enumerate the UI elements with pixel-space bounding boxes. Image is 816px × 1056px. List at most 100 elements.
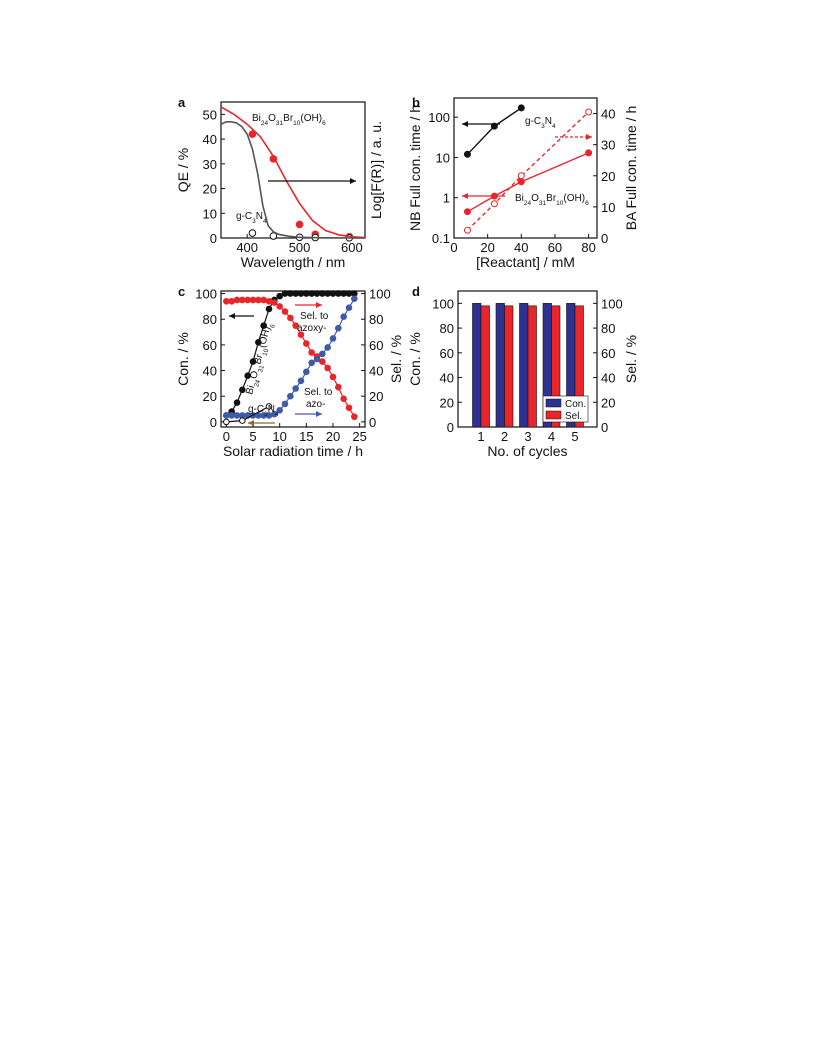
y-tick-label-left-c: 0 (210, 415, 217, 430)
formula-part: g-C (236, 211, 252, 222)
y-tick-label-right-c: 40 (369, 364, 383, 379)
x-tick-label-d: 4 (548, 429, 555, 444)
data-point-c (223, 412, 230, 419)
y-tick-label-right-b: 40 (601, 107, 615, 122)
arrow-to-right-axis-red-c-head (316, 302, 322, 308)
data-point-c (329, 290, 337, 297)
series-label-red-c1: Sel. to (300, 311, 329, 322)
data-point-c (249, 296, 257, 304)
data-point-c (303, 290, 310, 297)
data-point-c (303, 368, 310, 376)
y-tick-label-right-d: 60 (601, 346, 615, 361)
data-point-c (345, 404, 353, 412)
x-tick-label-c: 10 (272, 429, 286, 444)
panel-c-frame (220, 290, 366, 428)
data-point-a (295, 220, 304, 229)
data-point-c (292, 322, 299, 329)
y-tick-label-right-c: 20 (369, 389, 383, 404)
data-point-c (281, 290, 289, 297)
x-tick-label-d: 2 (501, 429, 508, 444)
bar-sel (527, 305, 537, 428)
formula-part: N (268, 404, 275, 415)
y-axis-title-right-d: Sel. / % (623, 335, 639, 383)
formula-part: O (248, 370, 261, 381)
data-point-c (308, 359, 315, 367)
panel-a-frame (220, 101, 366, 239)
x-tick-label-a: 500 (289, 240, 311, 255)
formula-part: (OH) (563, 193, 585, 204)
data-point-c (287, 392, 294, 400)
legend-label-d: Sel. (565, 411, 582, 422)
y-tick-label-right-b: 30 (601, 138, 615, 153)
arrow-to-right-axis-b-head (586, 134, 592, 140)
x-tick-label-b: 80 (581, 240, 595, 255)
formula-part: (OH) (300, 113, 322, 124)
x-axis-title-b: [Reactant] / mM (476, 254, 575, 270)
data-point-c (340, 290, 347, 297)
data-point-c (292, 290, 299, 297)
y-axis-title-left-d: Con. / % (407, 332, 423, 386)
data-point-c (276, 303, 283, 310)
formula-part: 24 (253, 379, 262, 388)
data-point-b (463, 208, 471, 216)
formula-part: Bi (515, 193, 524, 204)
series-label-bi-b: Bi24O31Br10(OH)6 (515, 193, 589, 207)
data-point-b (463, 150, 471, 158)
formula-part: N (545, 116, 552, 127)
formula-part: 6 (585, 200, 589, 207)
formula-part: 4 (263, 218, 267, 225)
data-point-c (340, 395, 347, 403)
formula-part: 3 (252, 218, 256, 225)
data-point-c (303, 340, 310, 347)
data-point-c (287, 314, 294, 322)
data-point-c (233, 412, 241, 419)
data-point-c (345, 304, 353, 311)
y-tick-label-right-d: 0 (601, 420, 608, 435)
arrow-to-left-axis-b-head (462, 121, 468, 127)
x-tick-label-c: 20 (326, 429, 340, 444)
data-point-a (248, 130, 257, 138)
data-point-c (329, 335, 337, 342)
y-tick-label-right-c: 100 (369, 287, 391, 302)
data-point-c (271, 410, 278, 418)
y-tick-label-left-d: 80 (440, 321, 454, 336)
y-tick-label-left-d: 100 (432, 296, 454, 311)
x-tick-label-c: 5 (249, 429, 256, 444)
y-tick-label-left-c: 80 (203, 312, 217, 327)
y-tick-label-right-d: 40 (601, 371, 615, 386)
x-tick-label-a: 400 (236, 240, 258, 255)
series-label-blue-c2: azo- (306, 399, 325, 410)
x-tick-label-b: 0 (450, 240, 457, 255)
data-point-c (255, 339, 262, 346)
x-tick-label-d: 3 (524, 429, 531, 444)
data-point-a (269, 232, 278, 240)
y-tick-label-left-b: 100 (428, 110, 450, 125)
arrow-to-left-axis-gcn-c-head (248, 420, 254, 426)
formula-part: Bi (244, 384, 257, 395)
formula-part: N (256, 211, 263, 222)
series-label-gcn-c: g-C3N4 (248, 404, 279, 418)
y-tick-label-a: 50 (203, 107, 217, 122)
formula-part: 24 (261, 120, 269, 127)
y-tick-label-left-c: 100 (195, 287, 217, 302)
arrow-to-left-axis-c-head (229, 313, 235, 319)
x-tick-label-c: 0 (223, 429, 230, 444)
y-tick-label-a: 20 (203, 182, 217, 197)
data-point-c (308, 290, 315, 297)
data-point-a (248, 229, 257, 237)
data-point-b (517, 172, 525, 180)
y-tick-label-left-d: 0 (447, 420, 454, 435)
y-tick-label-a: 30 (203, 157, 217, 172)
arrow-to-right-axis-blue-c-head (316, 411, 322, 417)
data-point-c (308, 349, 315, 356)
formula-part: g-C (525, 116, 541, 127)
bar-sel (551, 305, 561, 428)
data-point-c (265, 305, 273, 313)
formula-part: 4 (275, 411, 279, 418)
bar-con (472, 303, 482, 428)
data-point-c (249, 358, 257, 365)
y-axis-title-right-c: Sel. / % (388, 335, 404, 383)
formula-part: 31 (257, 364, 266, 373)
bar-con (495, 303, 505, 428)
data-point-b (463, 226, 471, 234)
